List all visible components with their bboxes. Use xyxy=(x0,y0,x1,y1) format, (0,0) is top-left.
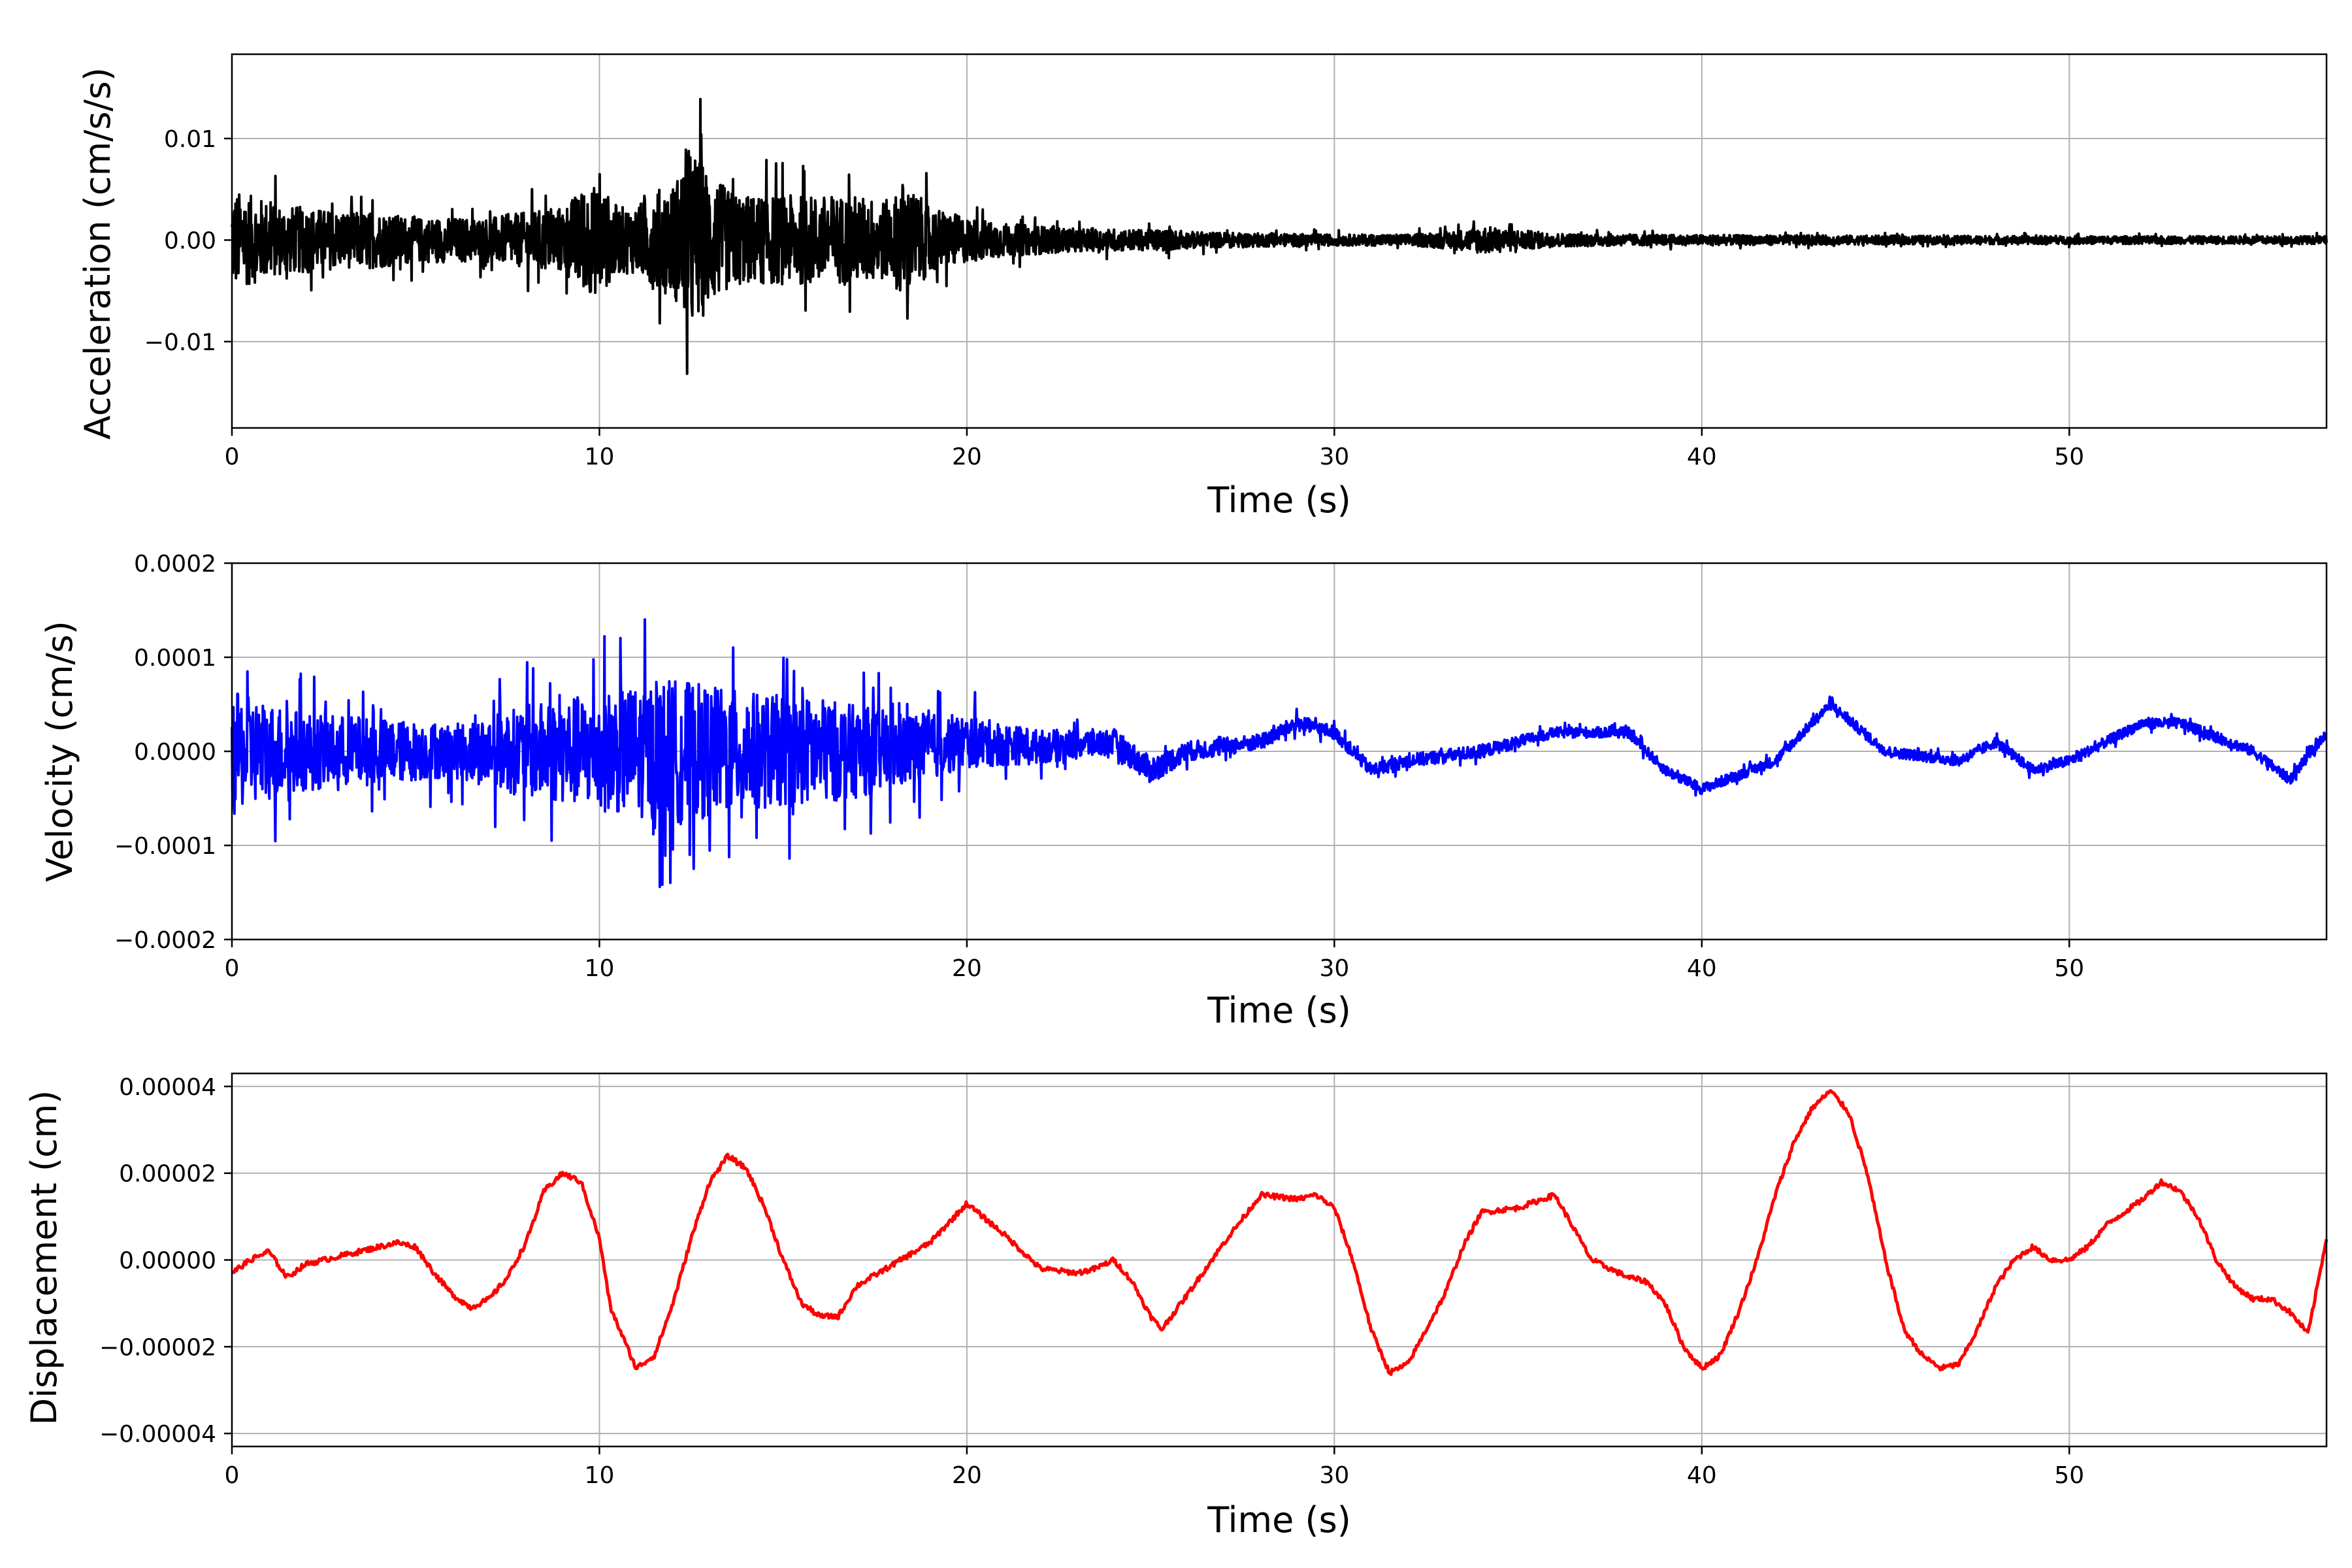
acceleration-series-line xyxy=(231,97,2328,375)
displacement-series-line xyxy=(231,1089,2328,1377)
velocity-x-tick-label: 10 xyxy=(585,955,615,982)
displacement-x-tick-label: 10 xyxy=(585,1462,615,1489)
displacement-subplot: Displacement (cm) Time (s) 0 10 20 30 40 50 −0… xyxy=(24,1072,2328,1541)
displacement-x-tick-label: 30 xyxy=(1319,1462,1349,1489)
velocity-x-tick-label: 50 xyxy=(2054,955,2084,982)
acceleration-x-tick-label: 10 xyxy=(585,444,615,470)
velocity-y-tick-label: −0.0001 xyxy=(114,833,216,860)
velocity-subplot: Velocity (cm/s) Time (s) 0 10 20 30 40 50 −0.0… xyxy=(39,551,2328,1031)
acceleration-y-tick-label: 0.01 xyxy=(164,126,216,153)
acceleration-x-tick-label: 0 xyxy=(225,444,240,470)
velocity-y-tick-label: 0.0000 xyxy=(134,739,216,766)
acceleration-x-tick-label: 20 xyxy=(952,444,982,470)
displacement-y-axis-label: Displacement (cm) xyxy=(24,1090,65,1426)
displacement-x-axis-label: Time (s) xyxy=(1207,1499,1351,1541)
acceleration-x-tick-label: 40 xyxy=(1687,444,1717,470)
displacement-y-tick-label: 0.00004 xyxy=(119,1074,216,1101)
velocity-x-tick-label: 40 xyxy=(1687,955,1717,982)
acceleration-axes-frame xyxy=(231,53,2328,429)
velocity-y-tick-label: −0.0002 xyxy=(114,927,216,954)
velocity-series-line xyxy=(231,618,2328,889)
displacement-x-tick-label: 20 xyxy=(952,1462,982,1489)
acceleration-y-tick-label: 0.00 xyxy=(164,227,216,254)
acceleration-x-tick-label: 30 xyxy=(1319,444,1349,470)
displacement-y-tick-label: −0.00004 xyxy=(99,1421,216,1448)
velocity-x-tick-label: 0 xyxy=(225,955,240,982)
acceleration-subplot: Acceleration (cm/s/s) Time (s) 0 10 20 30 40… xyxy=(77,53,2328,521)
velocity-y-tick-label: 0.0001 xyxy=(134,645,216,672)
acceleration-x-tick-label: 50 xyxy=(2054,444,2084,470)
displacement-x-tick-label: 0 xyxy=(225,1462,240,1489)
displacement-x-tick-label: 40 xyxy=(1687,1462,1717,1489)
velocity-y-axis-label: Velocity (cm/s) xyxy=(39,621,80,882)
velocity-x-axis-label: Time (s) xyxy=(1207,990,1351,1031)
velocity-y-tick-label: 0.0002 xyxy=(134,551,216,578)
displacement-y-tick-label: −0.00002 xyxy=(99,1334,216,1361)
displacement-x-tick-label: 50 xyxy=(2054,1462,2084,1489)
displacement-y-tick-label: 0.00002 xyxy=(119,1161,216,1188)
acceleration-y-tick-label: −0.01 xyxy=(144,329,216,356)
displacement-y-tick-label: 0.00000 xyxy=(119,1248,216,1275)
acceleration-x-axis-label: Time (s) xyxy=(1207,480,1351,521)
velocity-x-tick-label: 20 xyxy=(952,955,982,982)
acceleration-y-axis-label: Acceleration (cm/s/s) xyxy=(77,67,118,440)
velocity-x-tick-label: 30 xyxy=(1319,955,1349,982)
